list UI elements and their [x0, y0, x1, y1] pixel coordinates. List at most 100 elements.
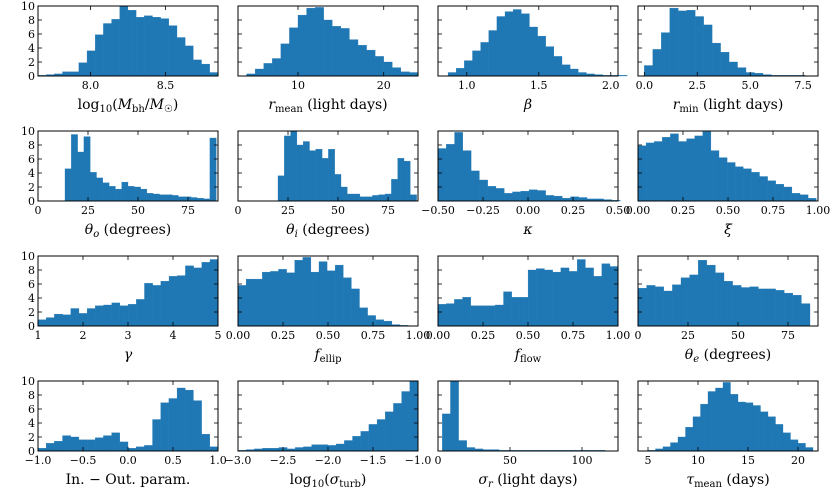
histogram-bar — [403, 160, 411, 202]
histogram-bar — [201, 434, 210, 452]
x-tick-label: 1.00 — [806, 204, 830, 217]
histogram-bar — [707, 391, 716, 452]
histogram-bar — [437, 148, 447, 202]
histogram-bar — [70, 71, 80, 77]
histogram-bar — [311, 444, 320, 452]
histogram-bar — [503, 291, 512, 327]
histogram-bar — [378, 194, 386, 202]
histogram-bar — [353, 193, 361, 202]
histogram-bar — [760, 411, 769, 452]
histogram-bar — [401, 391, 410, 452]
histogram-bar — [160, 402, 170, 452]
histogram-bar — [119, 5, 129, 77]
x-tick-label: 0 — [235, 204, 242, 217]
histogram-bar — [601, 263, 611, 327]
histogram-bar — [775, 424, 784, 452]
histogram-bar — [715, 272, 725, 327]
histogram-bar — [315, 149, 323, 202]
histogram-bar — [670, 442, 679, 452]
histogram-bar — [545, 46, 555, 77]
histogram-panel-16: 5 10 15 20 τmean (days) — [637, 380, 819, 490]
histogram-bar — [805, 447, 814, 452]
histogram-bar — [136, 299, 145, 327]
histogram-bar — [702, 131, 712, 202]
histogram-bar — [797, 443, 806, 452]
histogram-bar — [678, 10, 687, 77]
histogram-bar — [751, 172, 760, 202]
histogram-bar — [749, 286, 759, 327]
histogram-bar — [140, 188, 148, 202]
histogram-bar — [437, 304, 447, 327]
histogram-bar — [303, 446, 312, 452]
histogram-bar — [46, 317, 55, 327]
histogram-bar — [310, 271, 320, 327]
x-axis-label: log10(Mbh/M☉) — [78, 97, 179, 115]
histogram-bar — [446, 144, 455, 202]
x-tick-label: −0.25 — [466, 204, 500, 217]
x-axis-label: σr (light days) — [478, 472, 577, 490]
histogram-bar — [512, 191, 521, 202]
histogram-bar — [254, 68, 264, 77]
x-tick-label: −2.0 — [315, 454, 342, 467]
histogram-bar — [177, 275, 186, 327]
histogram-bar — [127, 10, 137, 77]
histogram-bar — [488, 30, 498, 77]
histogram-bar — [385, 411, 394, 452]
histogram-bar — [146, 193, 154, 202]
histogram-bar — [669, 7, 679, 77]
histogram-bar — [790, 439, 799, 452]
x-tick-label: 8.0 — [82, 79, 100, 92]
histogram-bar — [741, 287, 750, 327]
histogram-bar — [568, 271, 578, 327]
histogram-bar — [680, 277, 690, 327]
x-tick-label: 5.0 — [741, 79, 759, 92]
histogram-bar — [737, 67, 747, 77]
histogram-bar — [545, 195, 555, 202]
histogram-bar — [655, 286, 664, 327]
histogram-bar — [446, 303, 455, 327]
histogram-bar — [393, 403, 402, 452]
histogram-bar — [737, 401, 746, 452]
histogram-bar — [103, 435, 112, 452]
x-tick-label: 2 — [80, 329, 87, 342]
histogram-bar — [511, 297, 521, 327]
histogram-panel-4: 0.0 2.5 5.0 7.5 rmin (light days) — [636, 5, 819, 115]
histogram-bar — [397, 158, 405, 202]
histogram-bar — [745, 402, 754, 452]
histogram-bar — [245, 278, 255, 327]
histogram-bar — [86, 308, 96, 327]
histogram-bar — [359, 307, 368, 327]
histogram-bar — [314, 7, 324, 77]
x-tick-label: −2.5 — [270, 454, 297, 467]
x-tick-label: 0.50 — [606, 204, 631, 217]
histogram-bar — [537, 190, 546, 202]
x-tick-label: 2.5 — [689, 79, 707, 92]
y-tick-label: 8 — [28, 14, 35, 27]
histogram-bar — [294, 260, 303, 327]
x-tick-label: 0.25 — [671, 204, 696, 217]
histogram-bar — [86, 439, 96, 452]
histogram-bar — [479, 179, 488, 202]
y-tick-label: 4 — [28, 417, 35, 430]
histogram-bar — [528, 189, 538, 202]
histogram-bar — [108, 186, 116, 202]
histogram-bar — [372, 195, 379, 202]
histogram-bar — [209, 259, 219, 327]
histogram-bar — [144, 283, 153, 327]
histogram-panel-10: 0.00 0.25 0.50 0.75 1.00 fellip — [226, 255, 430, 365]
x-axis-label: In. − Out. param. — [66, 472, 191, 488]
histogram-bar — [767, 180, 776, 202]
histogram-bar — [367, 315, 376, 327]
histogram-bar — [799, 194, 809, 202]
x-tick-label: 15 — [741, 454, 755, 467]
y-tick-label: 4 — [28, 167, 35, 180]
histogram-bar — [801, 303, 811, 327]
histogram-bar — [302, 257, 312, 327]
x-tick-label: 5 — [645, 454, 652, 467]
histogram-bar — [496, 16, 506, 77]
histogram-bar — [715, 387, 724, 452]
histogram-bar — [168, 276, 178, 327]
histogram-bar — [185, 389, 194, 452]
histogram-bar — [454, 299, 463, 327]
x-tick-label: 20 — [377, 79, 391, 92]
